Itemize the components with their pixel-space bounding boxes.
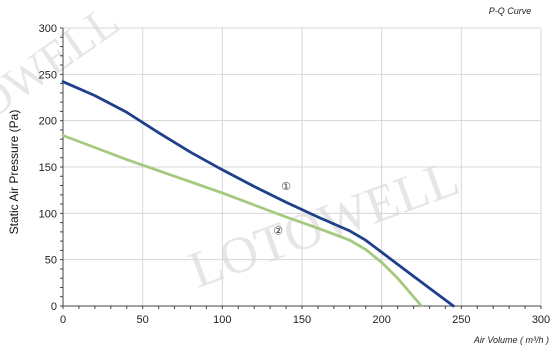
grid bbox=[62, 27, 542, 307]
series-line-1 bbox=[61, 80, 455, 308]
y-tick-label: 200 bbox=[39, 116, 57, 128]
x-tick-label: 150 bbox=[293, 314, 311, 326]
x-tick-label: 0 bbox=[60, 314, 66, 326]
y-axis-title: Static Air Pressure (Pa) bbox=[7, 110, 21, 235]
y-tick-label: 250 bbox=[39, 69, 57, 81]
x-tick-label: 200 bbox=[372, 314, 390, 326]
x-axis-title: Air Volume ( m³/h ) bbox=[473, 335, 549, 345]
series-lines bbox=[61, 80, 455, 308]
tick-labels: 0 50 100 150 200 250 300 0 50 100 150 200 250 300 bbox=[39, 23, 551, 326]
y-tick-label: 300 bbox=[39, 23, 57, 35]
chart-title: P-Q Curve bbox=[489, 6, 532, 16]
curve-labels: ①② bbox=[273, 180, 291, 237]
y-tick-label: 0 bbox=[51, 301, 57, 313]
y-tick-label: 150 bbox=[39, 162, 57, 174]
x-tick-label: 300 bbox=[532, 314, 550, 326]
x-tick-label: 100 bbox=[213, 314, 231, 326]
series-line-2 bbox=[61, 134, 423, 308]
y-tick-label: 100 bbox=[39, 208, 57, 220]
curve-label-1: ① bbox=[281, 180, 291, 193]
axes bbox=[60, 27, 542, 309]
x-tick-label: 50 bbox=[137, 314, 149, 326]
y-tick-label: 50 bbox=[45, 255, 57, 267]
x-tick-label: 250 bbox=[452, 314, 470, 326]
curve-label-2: ② bbox=[273, 225, 283, 238]
